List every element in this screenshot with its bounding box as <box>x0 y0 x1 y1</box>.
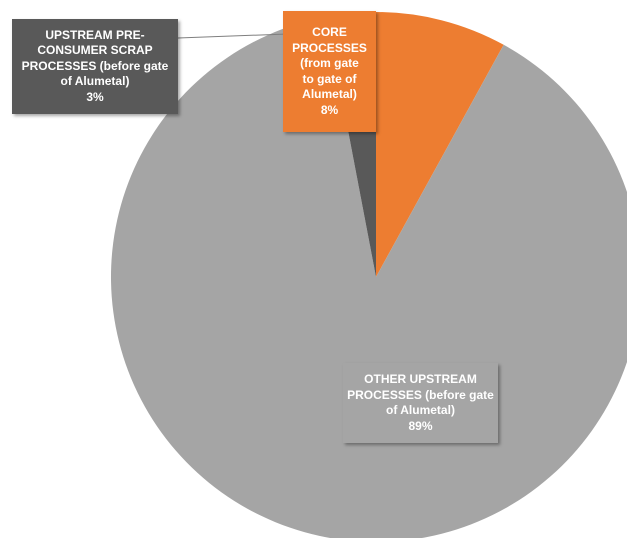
pie-slice-core-processes <box>376 12 504 277</box>
label-line: PROCESSES (before gate <box>347 387 494 402</box>
label-line: PROCESSES <box>292 40 367 55</box>
pie-slice-other-upstream-processes <box>111 16 627 538</box>
data-label-upstream-pre-consumer-scrap: UPSTREAM PRE- CONSUMER SCRAP PROCESSES (… <box>12 19 178 114</box>
label-line: to gate of <box>302 71 357 86</box>
data-label-core-processes: CORE PROCESSES (from gate to gate of Alu… <box>283 11 376 132</box>
label-line: Alumetal) <box>302 87 357 101</box>
label-line: of Alumetal) <box>386 403 455 417</box>
label-line: CONSUMER SCRAP <box>37 43 153 58</box>
label-line: PROCESSES (before gate <box>21 58 169 73</box>
label-line: UPSTREAM PRE- <box>45 27 145 42</box>
label-percent: 3% <box>86 89 104 104</box>
label-line: OTHER UPSTREAM <box>364 372 477 386</box>
label-percent: 89% <box>408 418 433 433</box>
label-percent: 8% <box>320 102 339 117</box>
label-line: (from gate <box>300 56 359 70</box>
label-line: of Alumetal) <box>60 74 130 89</box>
label-line: CORE <box>312 25 347 39</box>
data-label-other-upstream-processes: OTHER UPSTREAM PROCESSES (before gate of… <box>343 363 498 443</box>
